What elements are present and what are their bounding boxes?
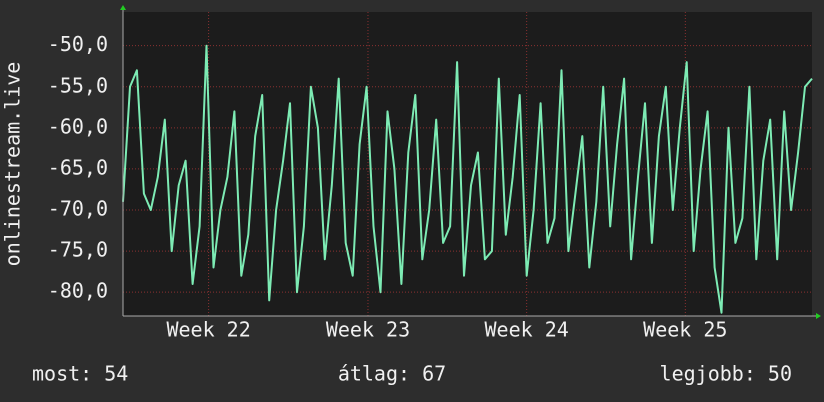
y-axis-arrow <box>120 5 126 10</box>
x-tick-label: Week 22 <box>166 318 250 342</box>
footer-average: átlag: 67 <box>338 362 446 386</box>
x-tick-label: Week 23 <box>326 318 410 342</box>
y-tick-label: -65,0 <box>48 155 108 179</box>
x-tick-label: Week 24 <box>485 318 569 342</box>
y-tick-label: -55,0 <box>48 73 108 97</box>
x-tick-label: Week 25 <box>643 318 727 342</box>
footer-current: most: 54 <box>32 362 128 386</box>
y-tick-label: -75,0 <box>48 238 108 262</box>
x-axis-arrow <box>816 313 821 319</box>
y-tick-label: -80,0 <box>48 279 108 303</box>
y-axis-label: onlinestream.live <box>1 62 25 267</box>
y-tick-label: -70,0 <box>48 197 108 221</box>
data-line <box>122 44 813 314</box>
footer-best: legjobb: 50 <box>660 362 792 386</box>
y-tick-label: -50,0 <box>48 32 108 56</box>
plot-area <box>123 12 812 316</box>
y-tick-label: -60,0 <box>48 114 108 138</box>
